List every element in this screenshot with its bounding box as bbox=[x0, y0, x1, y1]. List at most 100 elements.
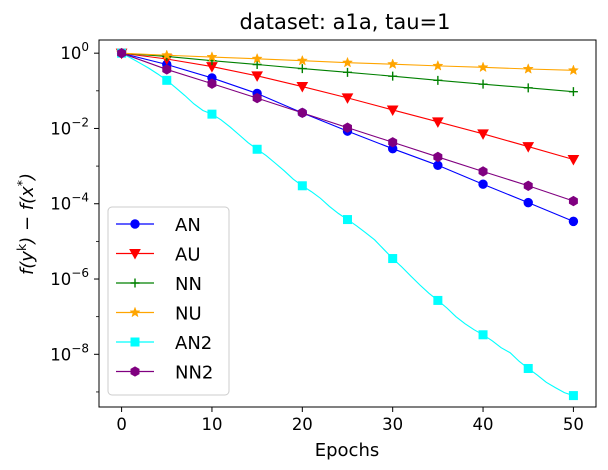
data-point-an bbox=[433, 160, 443, 170]
legend-label: AN2 bbox=[175, 333, 212, 354]
data-point-nn2 bbox=[433, 151, 443, 163]
data-point-nu bbox=[477, 61, 489, 73]
data-point-au bbox=[432, 117, 444, 128]
data-point-nu bbox=[522, 63, 534, 74]
data-point-an2 bbox=[343, 215, 352, 225]
y-axis-label-group: f(yk) − f(x*) bbox=[14, 173, 38, 275]
data-point-nu bbox=[387, 58, 399, 69]
data-point-nn bbox=[568, 87, 578, 97]
y-tick-base: 10 bbox=[50, 119, 71, 138]
legend-item-an: AN bbox=[116, 215, 201, 236]
y-tick-label: 10−6 bbox=[50, 266, 89, 289]
data-point-an bbox=[523, 197, 533, 208]
data-point-nu bbox=[296, 54, 308, 66]
data-point-nn bbox=[343, 67, 352, 77]
data-point-an2 bbox=[297, 181, 307, 191]
legend-marker-nn bbox=[130, 278, 140, 288]
y-tick-exponent: 0 bbox=[81, 40, 89, 54]
data-point-nn bbox=[388, 71, 398, 81]
data-point-an2 bbox=[207, 109, 217, 119]
x-tick-label: 0 bbox=[116, 415, 127, 434]
legend-marker-an2 bbox=[130, 337, 140, 347]
x-tick-label: 30 bbox=[382, 415, 403, 434]
data-point-au bbox=[522, 142, 535, 153]
data-point-an2 bbox=[433, 295, 443, 305]
data-point-an bbox=[568, 216, 579, 227]
legend-label: NU bbox=[175, 304, 202, 325]
data-point-nn bbox=[523, 83, 533, 93]
data-point-nu bbox=[206, 51, 218, 62]
y-tick-base: 10 bbox=[50, 345, 71, 364]
data-point-au bbox=[386, 105, 399, 116]
y-tick-label: 10−2 bbox=[50, 115, 89, 138]
y-tick-label: 100 bbox=[60, 40, 89, 63]
data-point-nu bbox=[341, 56, 354, 68]
y-tick-exponent: −2 bbox=[71, 115, 89, 129]
legend-item-an2: AN2 bbox=[116, 333, 212, 354]
data-point-an bbox=[478, 179, 488, 189]
legend: AN AU NN NU AN2 NN2 bbox=[107, 206, 230, 396]
data-point-nn2 bbox=[343, 122, 352, 133]
data-point-au bbox=[296, 82, 309, 93]
y-tick-exponent: −6 bbox=[71, 266, 89, 280]
data-point-an2 bbox=[523, 363, 533, 373]
data-point-nn2 bbox=[297, 107, 307, 119]
series-nn2 bbox=[117, 47, 578, 207]
data-point-nn2 bbox=[207, 78, 217, 89]
y-tick-base: 10 bbox=[60, 44, 81, 63]
legend-marker-an bbox=[130, 219, 140, 229]
data-point-nu bbox=[567, 64, 580, 76]
y-tick-base: 10 bbox=[50, 195, 71, 214]
y-tick-label: 10−8 bbox=[50, 341, 89, 364]
plot-border bbox=[98, 39, 597, 408]
data-point-an2 bbox=[252, 144, 262, 154]
legend-marker-nn2 bbox=[130, 366, 140, 377]
legend-item-au: AU bbox=[116, 245, 201, 266]
data-point-nn2 bbox=[162, 64, 172, 75]
series-an2 bbox=[117, 48, 578, 401]
data-point-nn bbox=[433, 75, 443, 85]
legend-marker-au bbox=[129, 249, 141, 260]
x-axis-label: Epochs bbox=[315, 440, 380, 461]
data-point-nn bbox=[297, 64, 307, 74]
legend-label: AN bbox=[175, 215, 201, 236]
x-tick-label: 40 bbox=[473, 415, 494, 434]
data-point-nu bbox=[432, 59, 444, 71]
legend-label: AU bbox=[175, 245, 201, 266]
series-layer bbox=[115, 47, 580, 401]
data-point-nn2 bbox=[388, 137, 398, 148]
data-point-nn2 bbox=[117, 47, 127, 59]
data-point-au bbox=[251, 71, 263, 82]
data-point-nn bbox=[252, 60, 262, 70]
data-point-nu bbox=[161, 49, 173, 61]
chart-title: dataset: a1a, tau=1 bbox=[240, 10, 451, 34]
data-point-nn2 bbox=[523, 180, 533, 191]
data-point-au bbox=[341, 93, 354, 104]
data-point-an2 bbox=[478, 330, 488, 340]
y-axis-label: f(yk) − f(x*) bbox=[14, 173, 38, 275]
legend-label: NN2 bbox=[175, 363, 213, 384]
data-point-nn bbox=[478, 79, 488, 89]
legend-item-nn2: NN2 bbox=[116, 363, 213, 384]
x-tick-label: 10 bbox=[201, 415, 222, 434]
data-point-nn2 bbox=[478, 166, 488, 177]
legend-marker-nu bbox=[129, 306, 141, 318]
data-point-nu bbox=[251, 52, 263, 64]
legend-label: NN bbox=[175, 274, 202, 295]
data-point-an2 bbox=[388, 254, 398, 264]
data-point-nn2 bbox=[568, 195, 578, 207]
x-tick-label: 20 bbox=[292, 415, 313, 434]
data-point-au bbox=[567, 154, 580, 166]
data-point-an2 bbox=[568, 391, 578, 401]
x-tick-label: 50 bbox=[563, 415, 584, 434]
y-tick-exponent: −8 bbox=[71, 341, 89, 355]
y-tick-label: 10−4 bbox=[50, 191, 89, 214]
legend-item-nu: NU bbox=[116, 304, 202, 325]
data-point-nn2 bbox=[252, 92, 262, 104]
data-point-au bbox=[477, 129, 489, 140]
y-tick-exponent: −4 bbox=[71, 191, 89, 205]
legend-item-nn: NN bbox=[116, 274, 202, 295]
y-tick-base: 10 bbox=[50, 270, 71, 289]
